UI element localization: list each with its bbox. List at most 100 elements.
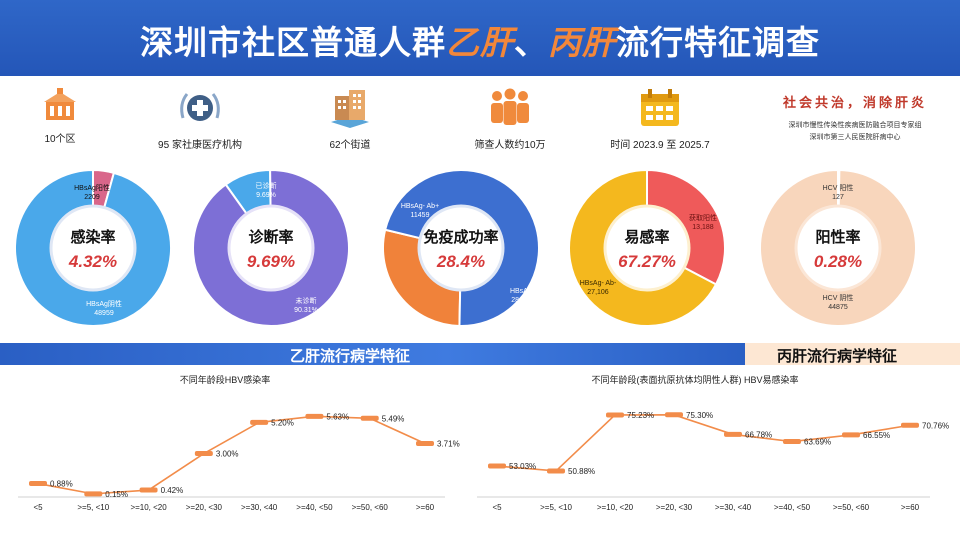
donut-slice-label: 获取阳性	[689, 213, 717, 222]
data-point	[139, 487, 158, 493]
stat-label: 95 家社康医疗机构	[158, 140, 242, 151]
donut-slice-value: 13,188	[692, 224, 714, 231]
building-icon	[44, 88, 76, 120]
section-hcv-header: 丙肝流行病学特征	[745, 343, 960, 365]
x-tick-label: >=5, <10	[540, 503, 572, 512]
data-point	[783, 439, 801, 445]
data-point	[305, 413, 324, 419]
medical-cross-icon	[180, 93, 220, 121]
donut-slice-label: HBsAb-	[510, 288, 535, 295]
donut-center	[227, 204, 315, 292]
donut-chart-1: 感染率 4.32% HBsAg阳性 2209 HBsAg阴性 48959	[14, 168, 172, 327]
data-point	[250, 419, 269, 425]
data-point	[360, 415, 379, 421]
donut-center	[603, 204, 691, 292]
data-label: 0.42%	[161, 486, 184, 495]
data-label: 66.55%	[863, 431, 890, 440]
donut-slice-value: 11459	[411, 212, 430, 219]
donut-charts: 感染率 4.32% HBsAg阳性 2209 HBsAg阴性 48959 诊断率 9.69% 已…	[14, 168, 917, 328]
x-tick-label: >=20, <30	[656, 503, 693, 512]
data-point	[842, 432, 860, 438]
donut-slice-label: HBsAg- Ab-	[580, 280, 617, 287]
slogan-text: 社会共治，消除肝炎	[782, 96, 927, 111]
section-hcv-title: 丙肝流行病学特征	[777, 348, 898, 365]
line-charts: 不同年龄段HBV感染率 0.88% <5 0.15% >=5, <10 0.42% >=10…	[18, 374, 949, 512]
x-tick-label: >=50, <60	[352, 503, 389, 512]
donut-center-title: 易感率	[624, 228, 669, 246]
donut-slice-label: HBsAg- Ab+	[401, 203, 439, 210]
slogan-block: 社会共治，消除肝炎 深圳市慢性传染性疾病医防融合项目专家组 深圳市第三人民医院肝…	[760, 92, 950, 143]
data-label: 53.03%	[509, 462, 536, 471]
donut-slice-value: 27,106	[587, 289, 609, 296]
x-tick-label: >=5, <10	[77, 503, 109, 512]
data-label: 0.15%	[105, 490, 128, 499]
donut-slice-label: 已诊断	[256, 181, 277, 190]
x-tick-label: >=60	[416, 503, 435, 512]
title-suffix: 流行特征调查	[616, 24, 820, 61]
x-tick-label: >=30, <40	[241, 503, 278, 512]
line-chart-1: 不同年龄段HBV感染率 0.88% <5 0.15% >=5, <10 0.42% >=10…	[18, 374, 460, 512]
donut-center-value: 9.69%	[247, 252, 295, 271]
x-tick-label: >=30, <40	[715, 503, 752, 512]
title-hbv: 乙肝	[446, 24, 514, 61]
stat-streets: 62个街道	[280, 88, 420, 151]
donut-center-title: 阳性率	[815, 228, 860, 246]
donut-slice-value: 90.31%	[294, 307, 318, 314]
donut-chart-3: 免疫成功率 28.4% HBsAg- Ab+ 11459 HBsAb- 28,835	[382, 169, 540, 328]
data-point	[606, 412, 624, 418]
data-point	[665, 412, 683, 418]
donut-slice-label: HBsAg阳性	[74, 183, 110, 192]
data-label: 50.88%	[568, 467, 595, 476]
data-label: 75.30%	[686, 411, 713, 420]
data-label: 3.00%	[216, 450, 239, 459]
stat-screened: 筛查人数约10万	[440, 88, 580, 151]
x-tick-label: >=40, <50	[296, 503, 333, 512]
section-hbv-header: 乙肝流行病学特征	[0, 343, 745, 365]
x-tick-label: >=20, <30	[186, 503, 223, 512]
title-prefix: 深圳市社区普通人群	[140, 24, 446, 61]
donut-center-value: 4.32%	[68, 252, 117, 271]
donut-slice-value: 44875	[828, 304, 848, 311]
x-tick-label: >=50, <60	[833, 503, 870, 512]
slogan-org1: 深圳市慢性传染性疾病医防融合项目专家组	[788, 122, 922, 129]
title-separator: 、	[514, 24, 548, 61]
x-tick-label: >=10, <20	[130, 503, 167, 512]
donut-slice-label: HBsAg阴性	[86, 299, 122, 308]
donut-center-title: 免疫成功率	[423, 228, 498, 246]
section-hbv-title: 乙肝流行病学特征	[290, 348, 411, 365]
x-tick-label: <5	[492, 503, 502, 512]
data-point	[488, 463, 506, 469]
stat-label: 筛查人数约10万	[474, 140, 546, 151]
line-series	[37, 415, 426, 495]
stat-clinics: 95 家社康医疗机构	[130, 88, 270, 151]
data-point	[547, 468, 565, 474]
data-label: 63.69%	[804, 438, 831, 447]
x-tick-label: >=40, <50	[774, 503, 811, 512]
people-icon	[491, 88, 529, 125]
donut-slice-label: HCV 阴性	[823, 293, 854, 302]
x-tick-label: >=10, <20	[597, 503, 634, 512]
data-label: 0.88%	[50, 480, 73, 489]
data-label: 5.49%	[382, 414, 405, 423]
x-tick-label: >=60	[901, 503, 920, 512]
data-point	[84, 491, 103, 497]
donut-center	[794, 204, 882, 292]
data-label: 5.20%	[271, 418, 294, 427]
x-tick-label: <5	[33, 503, 43, 512]
donut-center-title: 感染率	[70, 228, 115, 246]
line-chart-title: 不同年龄段(表面抗原抗体均阴性人群) HBV易感染率	[591, 374, 798, 385]
data-point	[416, 440, 434, 446]
stat-label: 62个街道	[329, 140, 371, 151]
title-hcv: 丙肝	[548, 24, 616, 61]
stat-districts: 10个区	[0, 88, 130, 145]
donut-slice-value: 127	[832, 194, 844, 201]
donut-slice-value: 28,835	[511, 297, 533, 304]
donut-center-value: 67.27%	[618, 252, 676, 271]
data-point	[194, 451, 213, 457]
donut-slice-label: 未诊断	[296, 296, 317, 305]
stat-label: 10个区	[44, 134, 76, 145]
donut-slice-label: HCV 阳性	[823, 183, 854, 192]
data-point	[724, 431, 742, 437]
donut-center	[49, 204, 137, 292]
donut-slice-value: 48959	[94, 310, 114, 317]
